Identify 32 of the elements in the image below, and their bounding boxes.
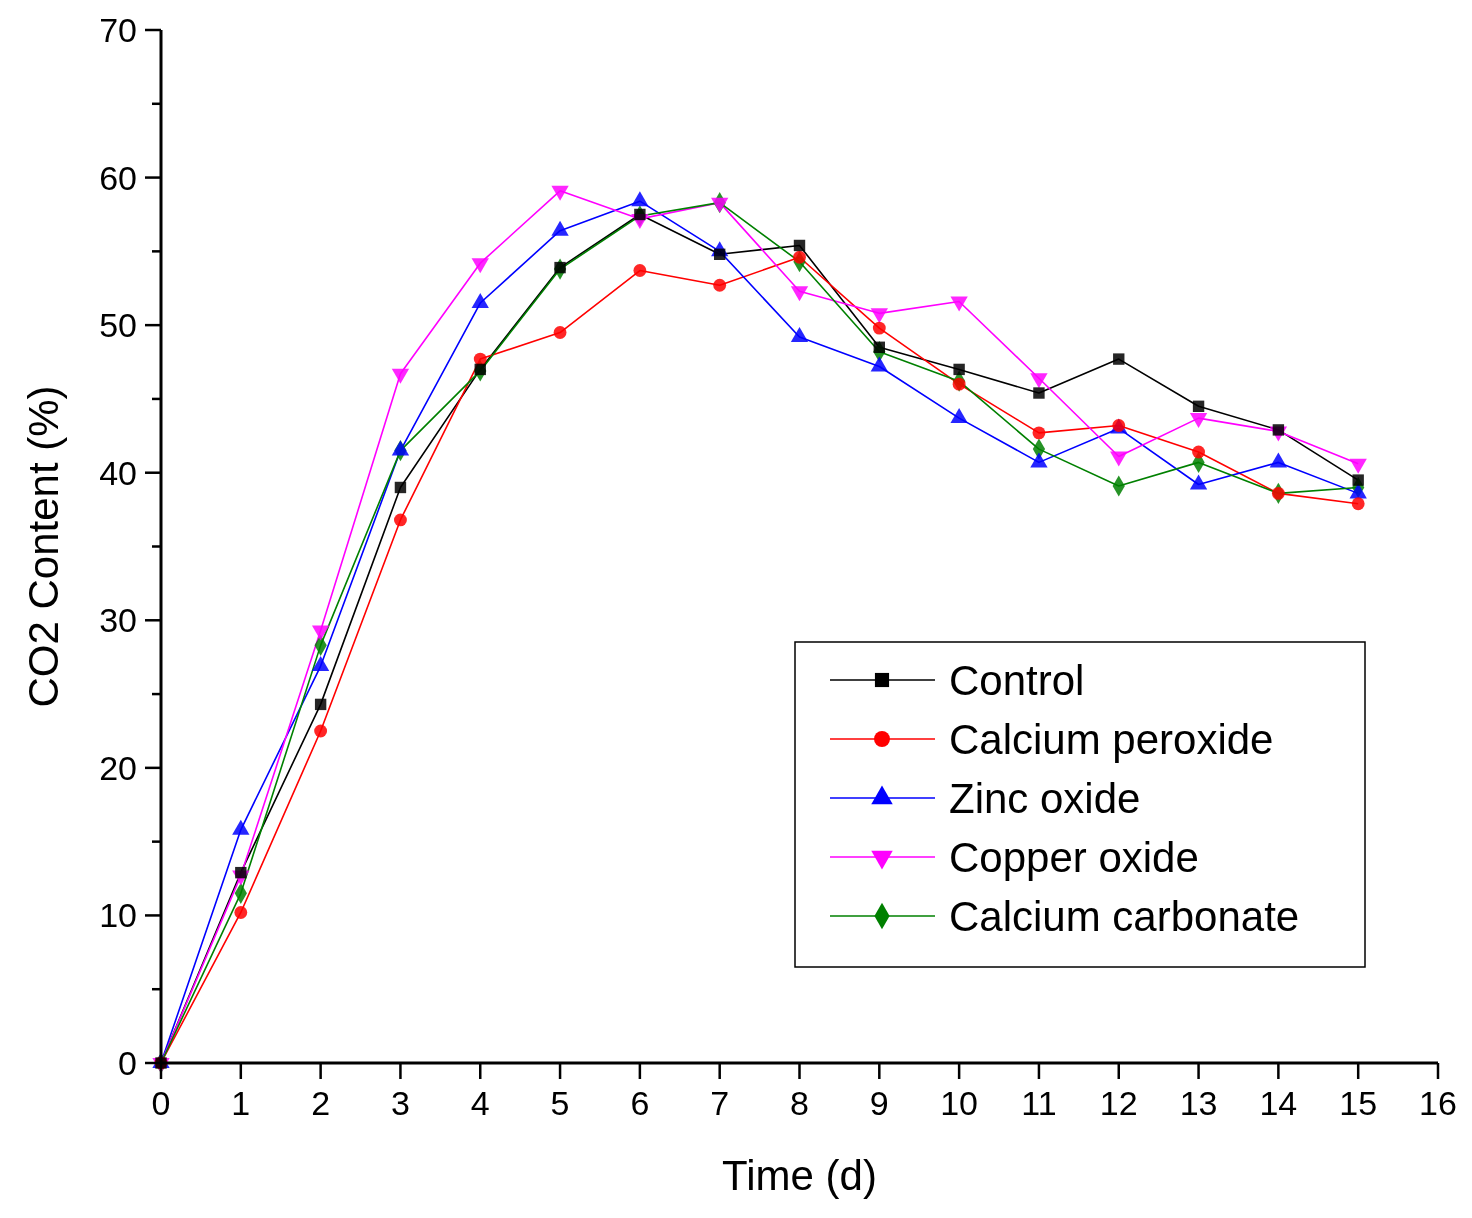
y-tick-label: 50 <box>99 306 137 345</box>
x-tick-label: 12 <box>1099 1084 1138 1122</box>
x-tick-label: 14 <box>1259 1084 1298 1122</box>
x-tick-label: 7 <box>710 1084 730 1122</box>
legend-label: Control <box>949 656 1085 704</box>
x-tick-label: 6 <box>630 1084 650 1122</box>
x-tick-label: 3 <box>390 1084 410 1122</box>
legend-label: Zinc oxide <box>949 774 1141 822</box>
y-tick-label: 40 <box>99 453 137 492</box>
x-tick-label: 1 <box>231 1084 251 1122</box>
x-tick-label: 10 <box>940 1084 979 1122</box>
x-tick-label: 13 <box>1179 1084 1218 1122</box>
x-tick-label: 8 <box>790 1084 809 1122</box>
x-tick-label: 15 <box>1339 1084 1378 1122</box>
y-tick-label: 0 <box>118 1044 137 1082</box>
x-tick-label: 5 <box>550 1084 570 1122</box>
y-tick-label: 70 <box>99 11 137 49</box>
x-tick-label: 0 <box>151 1084 171 1122</box>
legend-label: Calcium peroxide <box>949 715 1274 763</box>
x-tick-label: 2 <box>311 1084 331 1122</box>
x-tick-label: 9 <box>869 1084 889 1122</box>
y-tick-label: 60 <box>99 158 137 197</box>
legend-label: Copper oxide <box>949 833 1199 881</box>
x-tick-label: 16 <box>1419 1084 1457 1122</box>
legend-label: Calcium carbonate <box>949 892 1300 940</box>
x-tick-label: 11 <box>1021 1084 1057 1122</box>
y-tick-label: 10 <box>99 896 137 935</box>
x-tick-label: 4 <box>470 1084 490 1122</box>
y-tick-label: 30 <box>99 601 137 640</box>
y-tick-label: 20 <box>99 748 137 787</box>
x-axis-title: Time (d) <box>722 1152 877 1199</box>
y-axis-title: CO2 Content (%) <box>20 385 67 708</box>
